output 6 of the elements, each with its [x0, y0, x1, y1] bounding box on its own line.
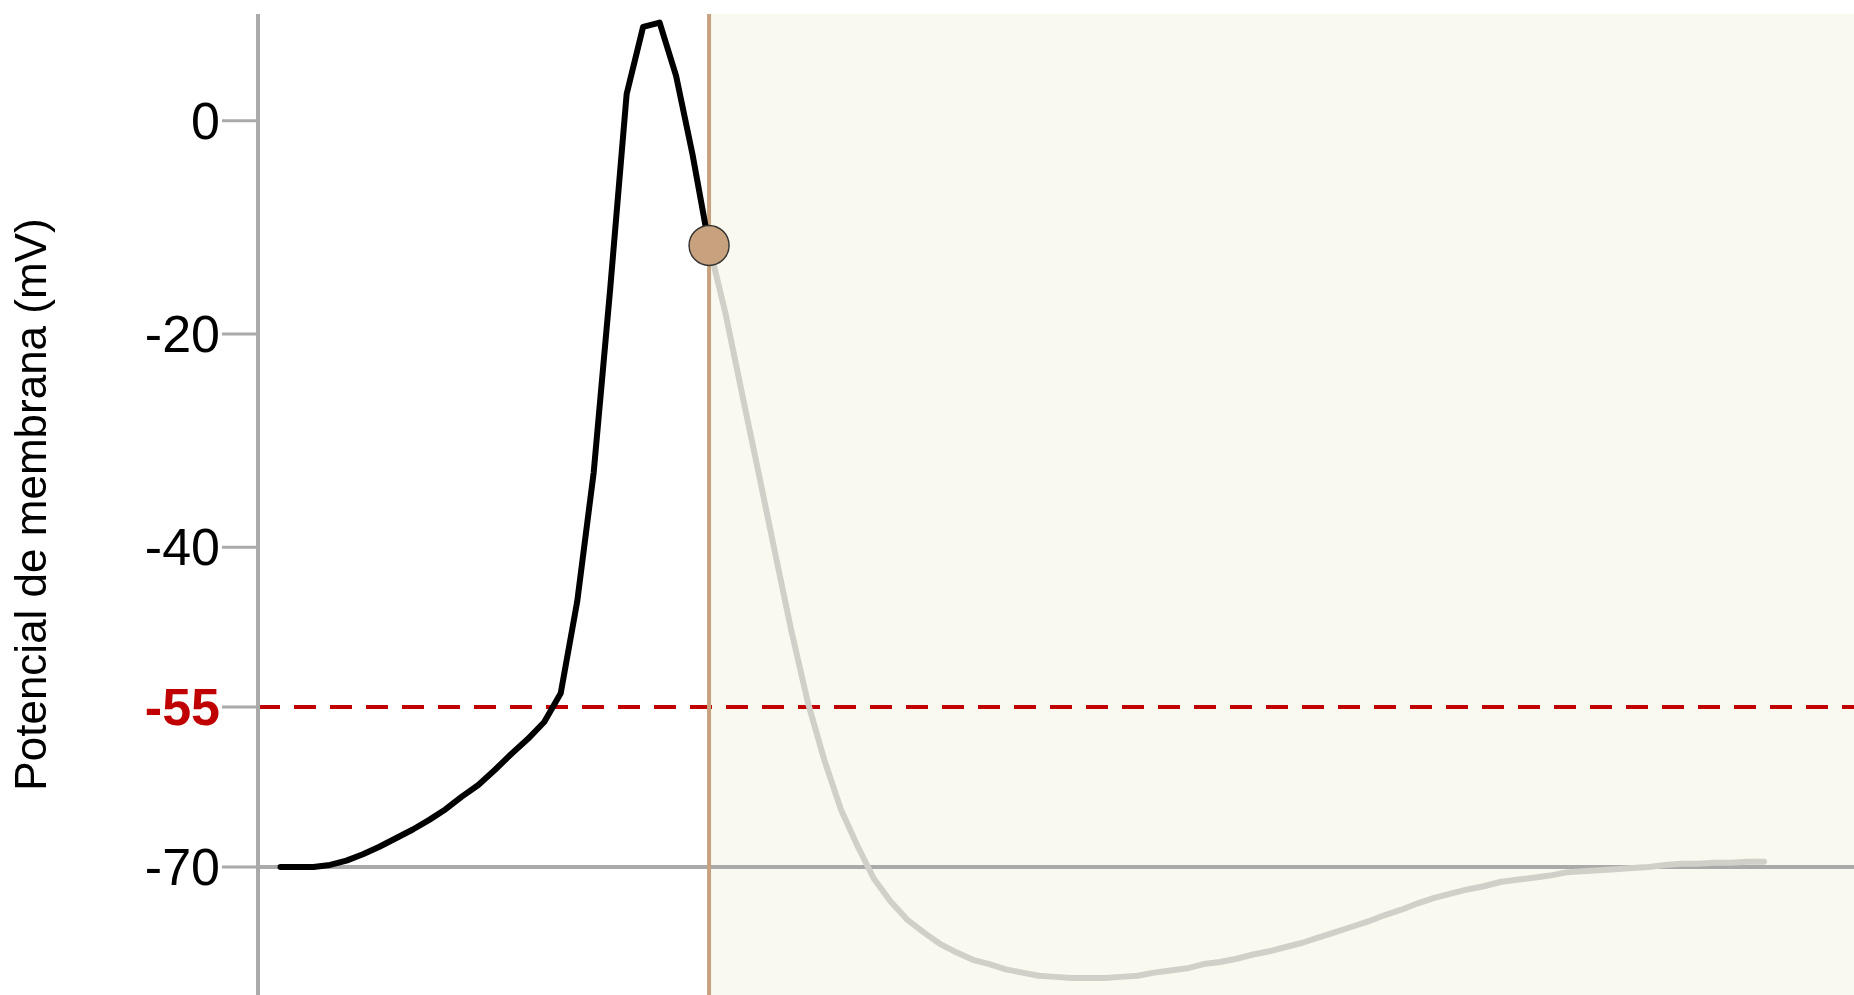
y-tick-label: 0 — [191, 91, 220, 150]
y-axis-title: Potencial de membrana (mV) — [5, 218, 55, 791]
y-tick-label: -40 — [144, 518, 220, 577]
y-tick-label: -55 — [144, 678, 220, 737]
y-tick-label: -20 — [144, 304, 220, 363]
y-tick-label: -70 — [144, 838, 220, 897]
